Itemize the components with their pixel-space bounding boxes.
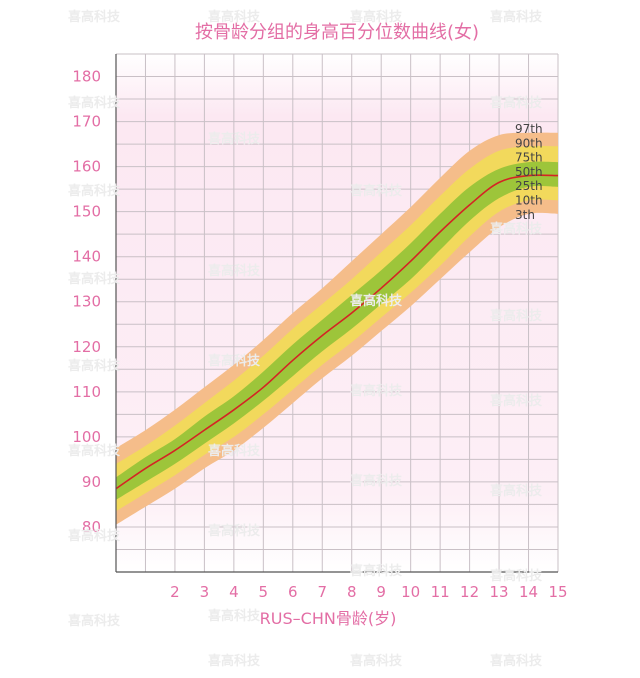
series-line-50th xyxy=(115,174,559,490)
y-tick-label: 130 xyxy=(72,293,101,311)
line-layer xyxy=(115,174,559,490)
chart-title: 按骨龄分组的身高百分位数曲线(女) xyxy=(195,22,479,43)
x-axis-label: RUS–CHN骨龄(岁) xyxy=(260,609,397,628)
x-tick-label: 7 xyxy=(317,583,327,601)
tick-layer: 2 3 4 5 6 7 8 9 10 11 12 13 14 15 80 90 100 110 120 130 140 1… xyxy=(72,68,567,601)
y-tick-label: 150 xyxy=(72,203,101,221)
series-label-97th: 97th xyxy=(515,122,543,136)
x-tick-label: 4 xyxy=(229,583,239,601)
x-tick-label: 10 xyxy=(401,583,420,601)
series-label-75th: 75th xyxy=(515,151,543,165)
y-tick-label: 110 xyxy=(72,383,101,401)
series-label-25th: 25th xyxy=(515,179,543,193)
y-tick-label: 140 xyxy=(72,248,101,266)
y-tick-label: 90 xyxy=(82,473,101,491)
axis-layer xyxy=(115,54,558,573)
y-tick-label: 180 xyxy=(72,68,101,86)
y-tick-label: 80 xyxy=(82,518,101,536)
x-tick-label: 12 xyxy=(460,583,479,601)
x-tick-label: 3 xyxy=(200,583,210,601)
x-tick-label: 14 xyxy=(519,583,538,601)
x-tick-label: 2 xyxy=(170,583,180,601)
x-tick-label: 5 xyxy=(259,583,269,601)
x-tick-label: 13 xyxy=(490,583,509,601)
series-label-10th: 10th xyxy=(515,194,543,208)
y-tick-label: 100 xyxy=(72,428,101,446)
series-label-90th: 90th xyxy=(515,136,543,150)
series-label-50th: 50th xyxy=(515,165,543,179)
x-tick-label: 9 xyxy=(376,583,386,601)
y-tick-label: 120 xyxy=(72,338,101,356)
x-tick-label: 8 xyxy=(347,583,357,601)
x-tick-label: 11 xyxy=(431,583,450,601)
y-tick-label: 170 xyxy=(72,113,101,131)
series-label-3th: 3th xyxy=(515,208,535,222)
y-tick-label: 160 xyxy=(72,158,101,176)
x-tick-label: 6 xyxy=(288,583,298,601)
x-tick-label: 15 xyxy=(548,583,567,601)
